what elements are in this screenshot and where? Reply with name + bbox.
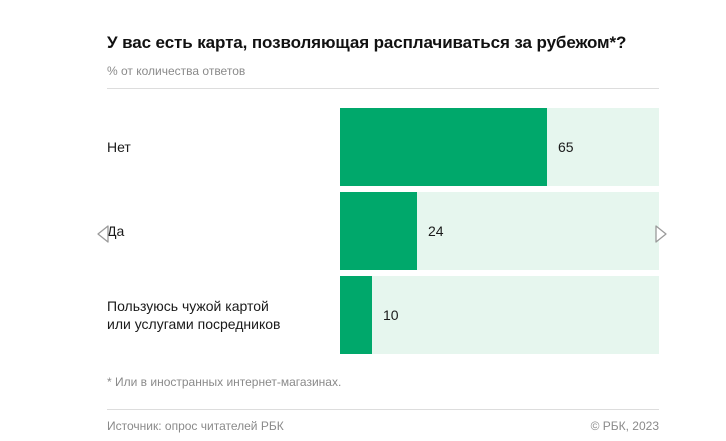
chevron-left-icon[interactable] [96, 224, 110, 244]
category-label: Да [107, 223, 124, 239]
chevron-right-icon[interactable] [654, 224, 668, 244]
top-divider [107, 88, 659, 89]
bar [340, 192, 417, 270]
bar-row: 65 Нет [107, 108, 659, 186]
bottom-divider [107, 409, 659, 410]
copyright-text: © РБК, 2023 [590, 419, 659, 433]
value-label: 10 [383, 307, 399, 323]
category-label: или услугами посредников [107, 316, 281, 332]
bar-row: 10 Пользуюсь чужой картой или услугами пос… [107, 276, 659, 354]
chart-title: У вас есть карта, позволяющая расплачива… [107, 33, 627, 52]
chart-subtitle: % от количества ответов [107, 64, 246, 78]
bar-track [340, 276, 659, 354]
bar [340, 276, 372, 354]
bar-row: 24 Да [107, 192, 659, 270]
category-label: Пользуюсь чужой картой [107, 298, 269, 314]
category-label: Нет [107, 139, 131, 155]
footnote: * Или в иностранных интернет-магазинах. [107, 375, 342, 389]
value-label: 65 [558, 139, 574, 155]
bar [340, 108, 547, 186]
value-label: 24 [428, 223, 444, 239]
source-text: Источник: опрос читателей РБК [107, 419, 284, 433]
